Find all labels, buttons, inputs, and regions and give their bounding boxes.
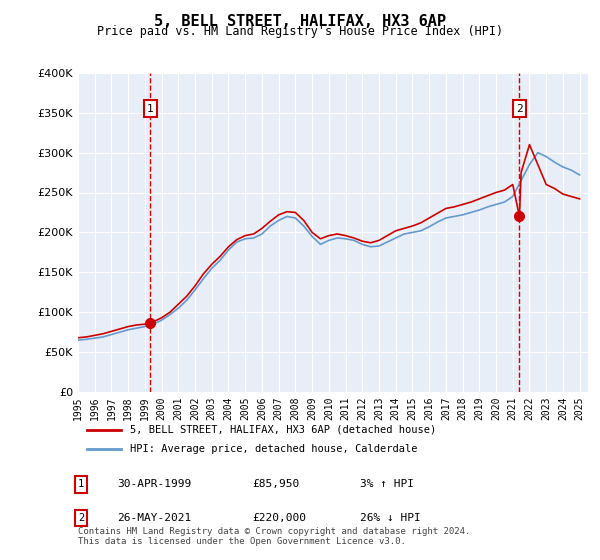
Text: 3% ↑ HPI: 3% ↑ HPI: [360, 479, 414, 489]
Text: 5, BELL STREET, HALIFAX, HX3 6AP: 5, BELL STREET, HALIFAX, HX3 6AP: [154, 14, 446, 29]
Text: 30-APR-1999: 30-APR-1999: [117, 479, 191, 489]
Text: Price paid vs. HM Land Registry's House Price Index (HPI): Price paid vs. HM Land Registry's House …: [97, 25, 503, 38]
Text: Contains HM Land Registry data © Crown copyright and database right 2024.
This d: Contains HM Land Registry data © Crown c…: [78, 526, 470, 546]
Text: £220,000: £220,000: [252, 513, 306, 523]
Text: £85,950: £85,950: [252, 479, 299, 489]
Text: 2: 2: [516, 104, 523, 114]
Text: HPI: Average price, detached house, Calderdale: HPI: Average price, detached house, Cald…: [130, 445, 418, 455]
Text: 5, BELL STREET, HALIFAX, HX3 6AP (detached house): 5, BELL STREET, HALIFAX, HX3 6AP (detach…: [130, 424, 436, 435]
Text: 1: 1: [147, 104, 154, 114]
Text: 1: 1: [78, 479, 84, 489]
Text: 26% ↓ HPI: 26% ↓ HPI: [360, 513, 421, 523]
Text: 26-MAY-2021: 26-MAY-2021: [117, 513, 191, 523]
Text: 2: 2: [78, 513, 84, 523]
